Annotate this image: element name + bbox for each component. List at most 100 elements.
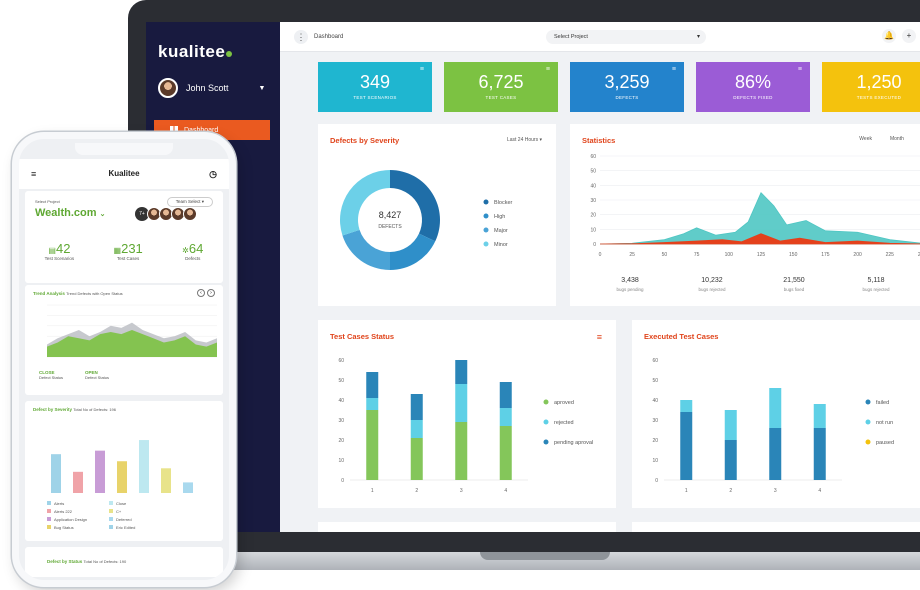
stat-value: 5,118 [868, 277, 885, 284]
kpi-card[interactable]: ≡ 349 TEST SCENARIOS [318, 62, 432, 112]
y-tick-label: 20 [652, 438, 658, 444]
project-select-label: Select Project [554, 34, 588, 40]
clipboard-icon: ▤ [48, 246, 56, 255]
severity-title-text: Defect by Severity [33, 407, 73, 412]
stat-block[interactable]: ▤42 Test Scenarios [45, 241, 75, 261]
severity-bar [117, 461, 127, 493]
severity-bar [139, 440, 149, 493]
legend-item: Bug Status [54, 525, 74, 530]
project-select[interactable]: Select Project ▾ [546, 30, 706, 44]
kpi-value: 3,259 [604, 72, 650, 92]
legend-dot [543, 399, 549, 405]
bar-not-run [769, 388, 782, 428]
trend-green-area [47, 329, 217, 357]
test-cases-status-chart: 60 50 40 30 20 10 0 1 2 3 4 aproved rejected pending … [338, 358, 593, 494]
tab-month[interactable]: Month [889, 136, 904, 142]
avatar-count[interactable]: 7+ [135, 207, 149, 221]
y-tick-label: 30 [338, 418, 344, 424]
cases-icon: ▦ [113, 246, 122, 255]
laptop-screen: kualitee John Scott ▼ Dashboard ⋮ Dashbo… [146, 22, 920, 532]
stat-block[interactable]: ✲64 Defects [182, 241, 203, 261]
test-cases-status-panel: Test Cases Status ≡ 60 50 40 30 20 10 0 1 2 3 4 apr… [318, 320, 616, 508]
project-name[interactable]: Wealth.com ⌄ [35, 207, 106, 219]
filter-icon[interactable]: ≡ [596, 332, 602, 342]
bar-pending-aproval [455, 360, 468, 384]
clock-icon[interactable]: ◷ [209, 169, 217, 179]
y-tick-label: 50 [590, 169, 596, 175]
defects-by-severity-panel: Defects by Severity Last 24 Hours ▾ 8,42… [318, 124, 556, 306]
laptop-base [178, 552, 920, 570]
bar-rejected [366, 398, 379, 410]
x-tick-label: 0 [599, 252, 602, 258]
range-label: Last 24 Hours [506, 137, 539, 143]
chevron-right-icon[interactable]: › [207, 289, 215, 297]
legend-item: Eric Edited [116, 525, 135, 530]
phone-frame: ≡ Kualitee ◷ Select Project Team Select … [12, 132, 236, 587]
stat-value: 42 [55, 241, 71, 256]
x-tick-label: 50 [662, 252, 668, 258]
range-select[interactable]: Last 24 Hours ▾ [506, 137, 542, 143]
trend-analysis-card: Trend Analysis Trend Defects with Open S… [25, 285, 223, 395]
more-vertical-icon[interactable]: ⋮ [294, 29, 308, 44]
stat-value: 21,550 [783, 277, 805, 284]
card-controls: ‹ › [197, 289, 215, 297]
add-icon[interactable]: + [902, 29, 916, 43]
project-name-text: Wealth.com [35, 207, 97, 219]
legend-item: C+ [116, 509, 122, 514]
user-menu[interactable]: John Scott ▼ [158, 78, 265, 98]
filter-icon[interactable]: ≡ [671, 66, 676, 73]
y-tick-label: 30 [590, 198, 596, 204]
y-tick-label: 50 [338, 378, 344, 384]
kpi-card[interactable]: ≡ 3,259 DEFECTS [570, 62, 684, 112]
stat-block[interactable]: ▦231 Test Cases [114, 241, 143, 261]
close-status: CLOSE Defect Status [39, 370, 63, 380]
dashboard-icon [170, 126, 178, 134]
avatar [158, 78, 178, 98]
filter-icon[interactable]: ≡ [419, 66, 424, 73]
x-tick-label: 200 [853, 252, 862, 258]
bar-pending-aproval [366, 372, 379, 398]
legend-item: paused [876, 440, 894, 446]
donut-slice-blocker [390, 170, 440, 242]
y-tick-label: 0 [593, 242, 596, 248]
kpi-label: DEFECTS FIXED [733, 95, 773, 100]
legend-swatch [47, 509, 51, 513]
team-avatars: 7+ [135, 207, 197, 221]
severity-bar-chart: Alerts Alerts 222 Application Design Bug St… [47, 440, 193, 530]
legend-swatch [109, 517, 113, 521]
hamburger-menu-icon[interactable]: ≡ [31, 169, 37, 179]
kpi-value: 6,725 [478, 72, 524, 92]
filter-icon[interactable]: ≡ [545, 66, 550, 73]
notification-bell-icon[interactable]: 🔔 [882, 29, 896, 43]
kualitee-logo[interactable]: kualitee [158, 42, 233, 62]
avatar [183, 207, 197, 221]
stat-label: bugs rejected [698, 287, 726, 292]
chevron-left-icon[interactable]: ‹ [197, 289, 205, 297]
select-project-label: Select Project [35, 199, 60, 204]
legend-item: Deferred [116, 517, 132, 522]
team-select-label: Team Select [175, 199, 201, 204]
bar-not-run [724, 410, 737, 440]
y-tick-label: 30 [652, 418, 658, 424]
bar-aproved [455, 422, 468, 480]
kpi-label: DEFECTS [615, 95, 639, 100]
panel-title: Statistics [582, 136, 616, 145]
team-select[interactable]: Team Select ▾ [166, 197, 213, 207]
kpi-card[interactable]: ≡ 86% DEFECTS FIXED [696, 62, 810, 112]
y-tick-label: 10 [652, 458, 658, 464]
legend-dot [543, 439, 549, 445]
legend-item: High [494, 214, 505, 220]
stat-label: bugs rejected [862, 287, 890, 292]
tab-week[interactable]: Week [859, 136, 872, 142]
stat-label: Test Cases [117, 256, 140, 261]
open-label: OPEN [85, 370, 98, 375]
stat-label: bugs pending [616, 287, 644, 292]
y-tick-label: 10 [590, 227, 596, 233]
filter-icon[interactable]: ≡ [797, 66, 802, 73]
project-card: Select Project Team Select ▾ Wealth.com … [25, 191, 223, 283]
stat-value: 3,438 [621, 277, 639, 284]
legend-dot [543, 419, 549, 425]
kpi-card[interactable]: ≡ 6,725 TEST CASES [444, 62, 558, 112]
